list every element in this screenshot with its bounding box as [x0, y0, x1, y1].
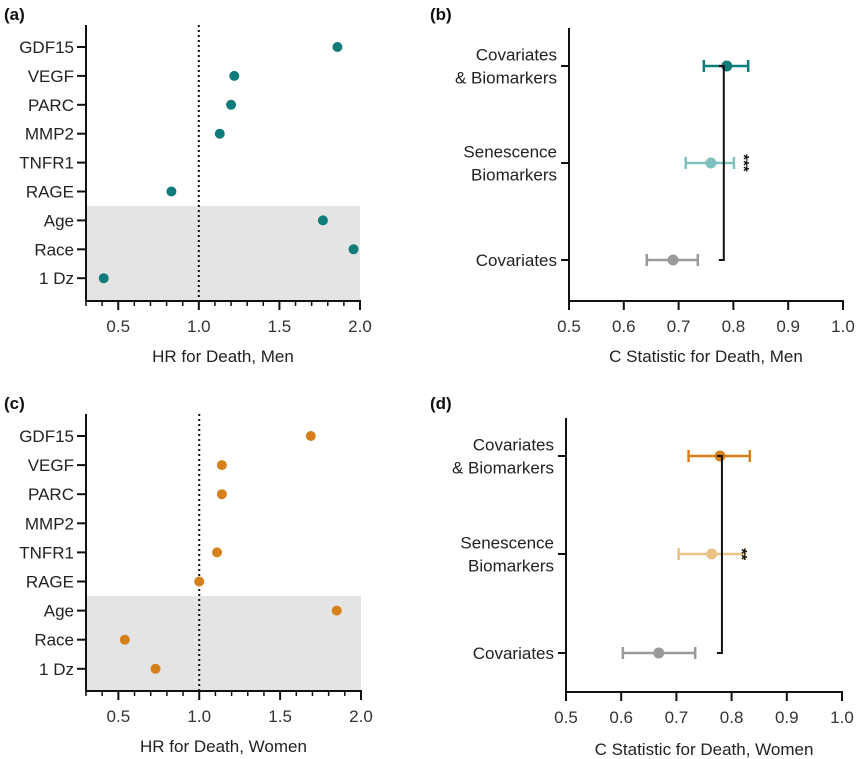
- significance-bracket: [716, 455, 723, 654]
- panel-c: (c) GDF15 VEGF PARC MMP2 TNFR1 RAGE Age Race 1 Dz…: [4, 394, 373, 756]
- y-tick-label: MMP2: [25, 125, 74, 144]
- significance-label: **: [733, 548, 750, 560]
- data-point: [150, 663, 161, 674]
- y-tick-label: Senescence: [463, 143, 557, 162]
- y-tick-label: RAGE: [26, 573, 74, 592]
- x-tick-label: 0.6: [609, 708, 633, 727]
- x-tick-label: 1.0: [187, 707, 211, 726]
- y-tick-label: PARC: [28, 96, 74, 115]
- data-point: [332, 42, 343, 52]
- panel-label: (a): [4, 5, 25, 24]
- x-axis-title: HR for Death, Women: [140, 737, 307, 756]
- x-tick-label: 0.9: [775, 708, 799, 727]
- x-tick-label: 0.5: [554, 708, 578, 727]
- data-point: [216, 460, 227, 471]
- significance-label: ***: [735, 154, 752, 172]
- panel-a: (a) GDF15 VEGF PARC MMP2 TNFR1 RAGE Age Race 1 Dz…: [4, 5, 372, 366]
- x-tick-label: 1.0: [831, 317, 855, 336]
- y-tick-label: MMP2: [25, 514, 74, 533]
- data-point: [229, 70, 240, 81]
- x-tick-label: 1.5: [268, 317, 292, 336]
- x-tick-label: 0.7: [665, 708, 689, 727]
- data-point: [653, 647, 665, 659]
- data-point: [305, 431, 316, 441]
- data-point: [98, 273, 109, 284]
- y-tick-label: GDF15: [19, 427, 74, 446]
- x-axis-title: C Statistic for Death, Women: [595, 740, 814, 759]
- x-tick-label: 1.0: [187, 317, 211, 336]
- data-point: [667, 254, 679, 266]
- panel-d: (d) Covariates & Biomarkers Senescence Bioma…: [430, 394, 854, 759]
- shaded-band: [87, 596, 361, 691]
- y-tick-label: RAGE: [26, 183, 74, 202]
- y-tick-label: & Biomarkers: [452, 459, 554, 478]
- x-tick-label: 0.7: [667, 317, 691, 336]
- shaded-band: [87, 205, 360, 301]
- significance-bracket: [718, 65, 725, 261]
- x-axis-title: C Statistic for Death, Men: [609, 347, 803, 366]
- y-tick-label: Covariates: [476, 251, 557, 270]
- data-point: [705, 157, 717, 169]
- y-tick-label: VEGF: [28, 67, 74, 86]
- y-tick-label: Covariates: [473, 644, 554, 663]
- data-point: [214, 128, 225, 139]
- data-point: [194, 576, 205, 587]
- y-tick-label: Covariates: [476, 46, 557, 65]
- y-tick-label: Age: [44, 602, 74, 621]
- y-tick-label: GDF15: [19, 38, 74, 57]
- x-tick-label: 0.8: [720, 708, 744, 727]
- y-tick-label: TNFR1: [19, 543, 74, 562]
- y-tick-label: PARC: [28, 485, 74, 504]
- x-tick-label: 0.6: [612, 317, 636, 336]
- data-point: [317, 215, 328, 226]
- panel-label: (d): [430, 394, 452, 413]
- y-tick-label: Biomarkers: [468, 557, 554, 576]
- data-point: [166, 186, 177, 197]
- data-point: [226, 99, 237, 110]
- y-tick-label: Senescence: [460, 534, 554, 553]
- x-tick-label: 0.5: [107, 707, 131, 726]
- data-point: [331, 605, 342, 616]
- y-tick-label: Covariates: [473, 436, 554, 455]
- y-tick-label: 1 Dz: [39, 269, 74, 288]
- data-point: [212, 547, 223, 558]
- x-tick-label: 2.0: [348, 317, 372, 336]
- panel-label: (b): [430, 5, 452, 24]
- x-tick-label: 0.9: [776, 317, 800, 336]
- panel-b: (b) Covariates & Biomarkers Senescence Bioma…: [430, 5, 855, 366]
- y-tick-label: 1 Dz: [39, 660, 74, 679]
- x-tick-label: 0.8: [722, 317, 746, 336]
- x-tick-label: 1.5: [268, 707, 292, 726]
- x-tick-label: 2.0: [349, 707, 373, 726]
- x-axis-title: HR for Death, Men: [152, 347, 294, 366]
- y-tick-label: & Biomarkers: [455, 69, 557, 88]
- x-tick-label: 1.0: [830, 708, 854, 727]
- y-tick-label: Race: [34, 631, 74, 650]
- panel-label: (c): [4, 394, 25, 413]
- y-tick-label: Age: [44, 211, 74, 230]
- y-tick-label: VEGF: [28, 456, 74, 475]
- y-tick-label: Race: [34, 240, 74, 259]
- data-point: [119, 634, 130, 645]
- y-tick-label: Biomarkers: [471, 166, 557, 185]
- x-tick-label: 0.5: [106, 317, 130, 336]
- data-point: [348, 244, 359, 255]
- y-tick-label: TNFR1: [19, 154, 74, 173]
- x-tick-label: 0.5: [557, 317, 581, 336]
- data-point: [706, 548, 718, 560]
- data-point: [216, 489, 227, 500]
